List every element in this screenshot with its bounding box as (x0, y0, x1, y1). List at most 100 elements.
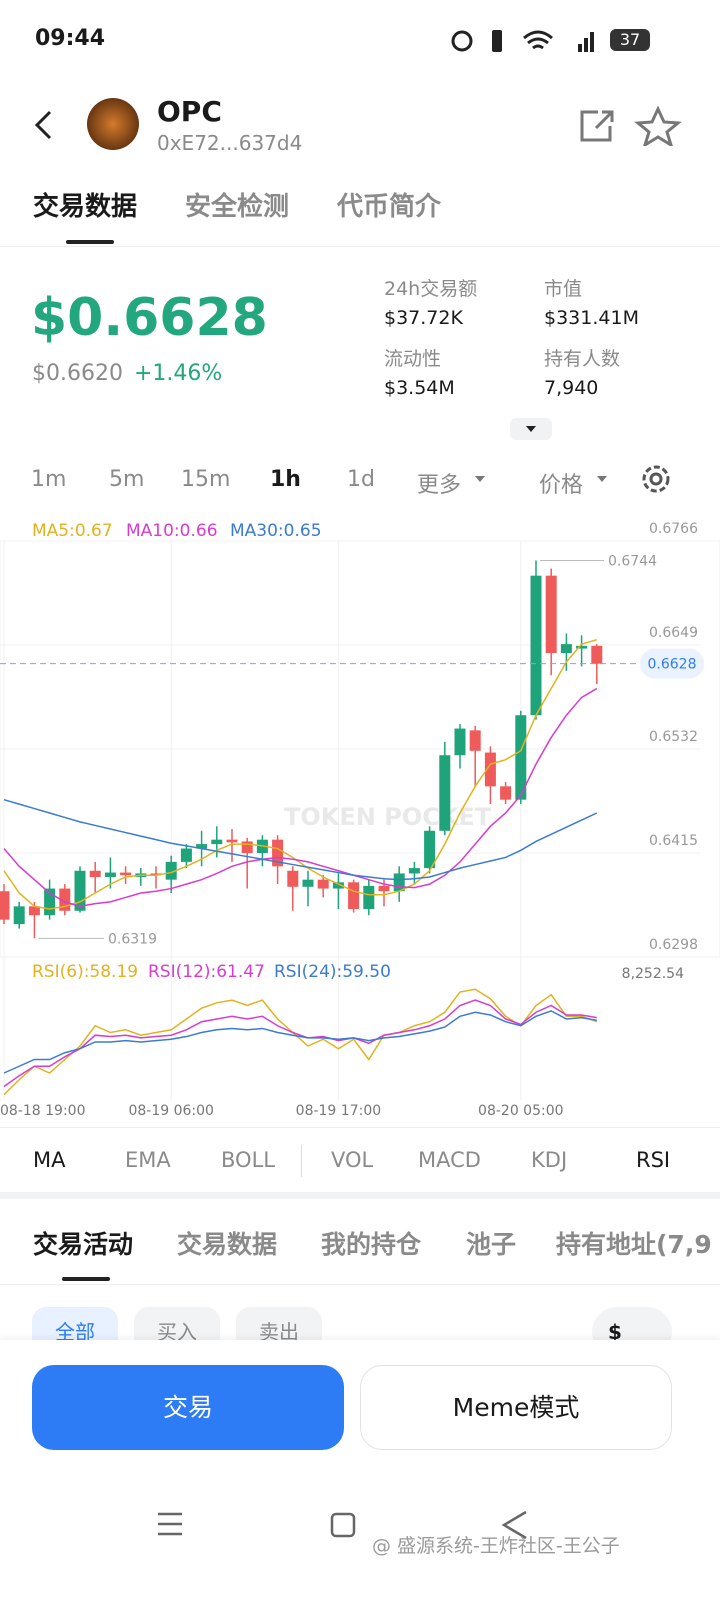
candle-body (408, 868, 420, 874)
activity-tab[interactable]: 我的持仓 (321, 1230, 422, 1259)
back-button[interactable] (30, 108, 60, 142)
candle-body (591, 645, 603, 664)
rsi-line (3, 1010, 597, 1074)
rsi-line (3, 988, 598, 1096)
settings-button[interactable] (640, 463, 672, 495)
legend-entry: MA30:0.65 (230, 521, 322, 541)
stat-label: 持有人数 (544, 348, 621, 370)
x-tick-label: 08-19 06:00 (128, 1103, 213, 1119)
price-mode[interactable]: 价格 (539, 473, 584, 498)
candle-body (0, 891, 10, 920)
activity-tab[interactable]: 持有地址(7,9 (556, 1230, 712, 1259)
indicator[interactable]: KDJ (531, 1148, 568, 1172)
candle-body (424, 830, 436, 869)
tab-indicator (66, 240, 114, 244)
y-tick-label: 0.6532 (649, 729, 698, 745)
ma-line (3, 638, 598, 910)
rsi-line (3, 999, 597, 1088)
last-price-label: 0.6628 (648, 657, 697, 673)
candle-body (363, 885, 375, 909)
stat-value: $3.54M (384, 377, 455, 399)
status-icons (451, 30, 594, 52)
footer-watermark: @ 盛源系统-王炸社区-王公子 (372, 1535, 620, 1557)
stat-value: 7,940 (544, 377, 599, 399)
price-chart: 0.6298 0.6415 0.6532 0.6649 0.6766 08-18 19:0… (0, 521, 720, 1119)
candle-body (454, 728, 466, 756)
x-tick-label: 08-18 19:00 (0, 1103, 85, 1119)
candle-body (74, 870, 86, 911)
stat-label: 市值 (544, 278, 583, 300)
candle-body (89, 870, 101, 877)
meme-mode-button[interactable]: Meme模式 (360, 1365, 672, 1450)
candle-body (150, 873, 162, 876)
indicator[interactable]: MA (33, 1148, 66, 1172)
indicator[interactable]: EMA (125, 1148, 171, 1172)
reference-price: $0.6620 (32, 361, 123, 386)
tab-indicator (62, 1277, 110, 1281)
interval-more[interactable]: 更多 (417, 473, 462, 498)
divider (0, 1284, 720, 1285)
candle-body (530, 575, 542, 716)
last-price-tag (640, 648, 704, 679)
indicator[interactable]: VOL (331, 1148, 374, 1172)
candle-body (241, 841, 253, 853)
indicator[interactable]: MACD (418, 1148, 481, 1172)
legend-entry: MA10:0.66 (126, 521, 218, 541)
legend-entry: MA5:0.67 (32, 521, 113, 541)
interval[interactable]: 1m (31, 467, 67, 492)
nav-bar (158, 1510, 527, 1540)
watermark: TOKEN POCKET (284, 803, 492, 831)
activity-tab[interactable]: 交易数据 (177, 1230, 278, 1259)
activity-tab[interactable]: 交易活动 (33, 1230, 134, 1259)
candle-body (484, 752, 496, 787)
ma-line (3, 687, 598, 908)
interval[interactable]: 15m (181, 467, 231, 492)
candle-body (13, 906, 25, 925)
tab[interactable]: 安全检测 (185, 192, 290, 222)
candle-body (196, 844, 208, 849)
candle-body (44, 888, 56, 916)
stat-value: $331.41M (544, 307, 639, 329)
x-tick-label: 08-20 05:00 (478, 1103, 563, 1119)
legend-entry: RSI(6):58.19 (32, 962, 138, 982)
expand-button[interactable] (510, 418, 552, 440)
token-symbol: OPC (157, 95, 222, 128)
indicator[interactable]: BOLL (221, 1148, 275, 1172)
candle-body (104, 872, 116, 877)
battery: 37 (610, 29, 650, 51)
y-tick-label: 0.6649 (649, 625, 698, 641)
candle-body (393, 873, 405, 892)
header-actions[interactable] (578, 106, 688, 146)
activity-tab[interactable]: 池子 (466, 1230, 517, 1259)
corner-label: 8,252.54 (622, 966, 684, 982)
candle-body (378, 885, 390, 892)
candle-body (515, 715, 527, 800)
candle-body (500, 786, 512, 800)
candle-body (226, 839, 238, 843)
candle-body (120, 872, 132, 876)
high-label: 0.6744 (608, 554, 657, 570)
candle-body (545, 575, 557, 653)
status-time: 09:44 (35, 26, 106, 51)
indicator[interactable]: RSI (636, 1148, 671, 1172)
current-price: $0.6628 (31, 288, 268, 348)
interval[interactable]: 1h (270, 467, 301, 492)
price-change: +1.46% (134, 361, 223, 386)
candle-body (287, 870, 299, 887)
candle-body (211, 839, 223, 845)
y-tick-label: 0.6766 (649, 521, 698, 537)
candle-body (302, 879, 314, 887)
tab[interactable]: 代币简介 (337, 192, 442, 222)
interval[interactable]: 1d (347, 467, 375, 492)
trade-button[interactable]: 交易 (32, 1365, 344, 1450)
interval[interactable]: 5m (109, 467, 145, 492)
candle-body (439, 755, 451, 831)
candle-body (180, 848, 192, 862)
token-address[interactable]: 0xE72...637d4 (157, 131, 303, 155)
candle-body (560, 644, 572, 653)
x-tick-label: 08-19 17:00 (296, 1103, 381, 1119)
section-gap (0, 1192, 720, 1199)
tab[interactable]: 交易数据 (33, 192, 138, 222)
separator (301, 1145, 302, 1177)
stat-value: $37.72K (384, 307, 463, 329)
